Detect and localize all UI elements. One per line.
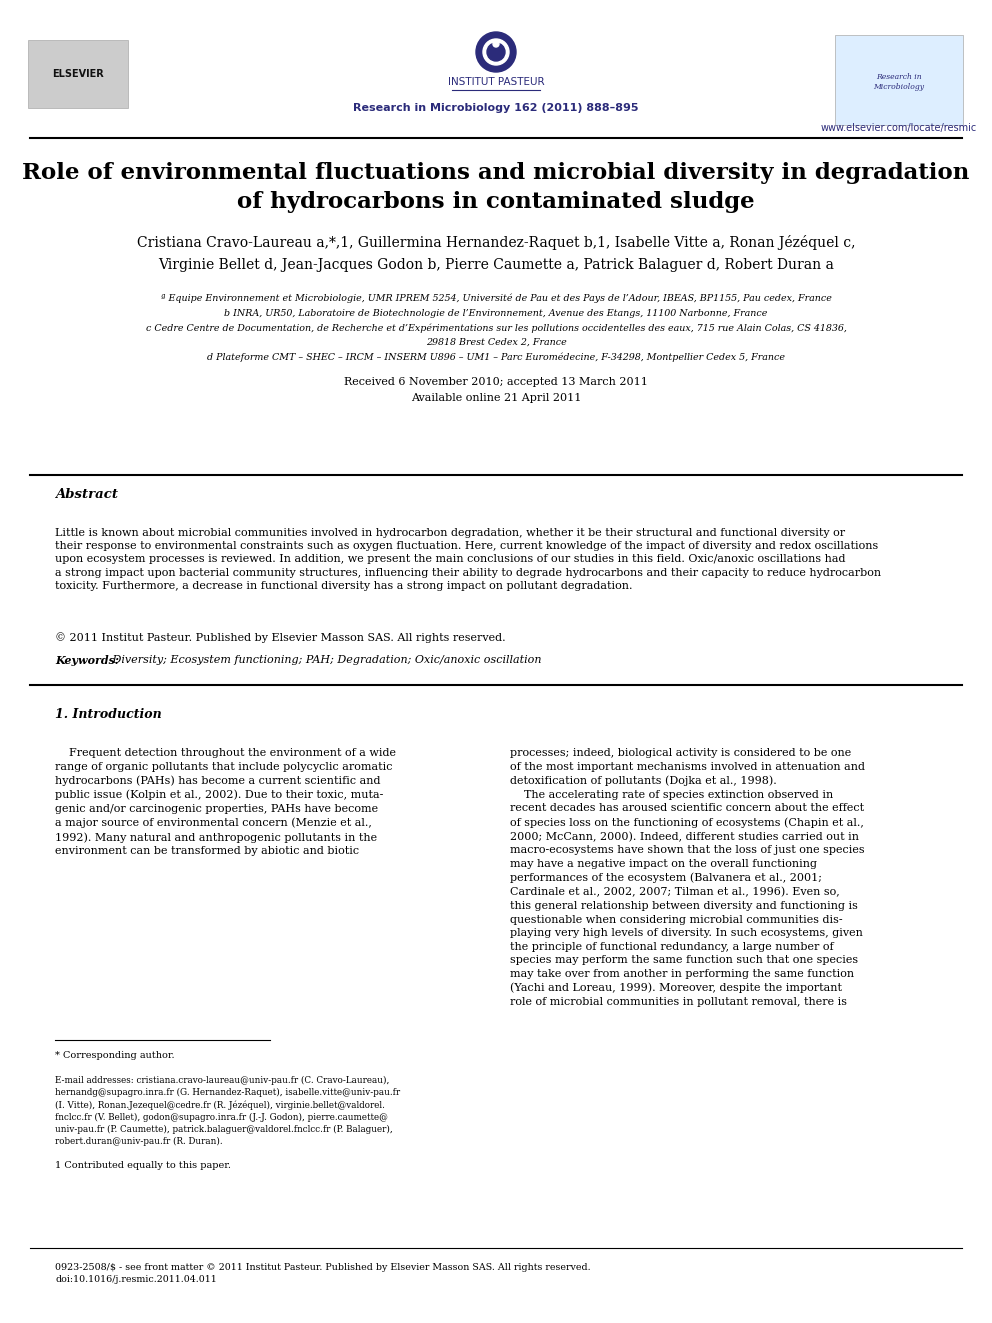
Text: Keywords:: Keywords:: [55, 655, 119, 665]
Text: 29818 Brest Cedex 2, France: 29818 Brest Cedex 2, France: [426, 337, 566, 347]
Text: Research in
Microbiology: Research in Microbiology: [874, 73, 925, 90]
Text: 1 Contributed equally to this paper.: 1 Contributed equally to this paper.: [55, 1160, 231, 1170]
Text: 0923-2508/$ - see front matter © 2011 Institut Pasteur. Published by Elsevier Ma: 0923-2508/$ - see front matter © 2011 In…: [55, 1263, 590, 1285]
Text: ª Equipe Environnement et Microbiologie, UMR IPREM 5254, Université de Pau et de: ª Equipe Environnement et Microbiologie,…: [161, 294, 831, 303]
Text: processes; indeed, biological activity is considered to be one
of the most impor: processes; indeed, biological activity i…: [510, 747, 865, 1007]
Text: Received 6 November 2010; accepted 13 March 2011: Received 6 November 2010; accepted 13 Ma…: [344, 377, 648, 388]
Circle shape: [476, 32, 516, 71]
Text: Role of environmental fluctuations and microbial diversity in degradation: Role of environmental fluctuations and m…: [22, 161, 970, 184]
Text: Frequent detection throughout the environment of a wide
range of organic polluta: Frequent detection throughout the enviro…: [55, 747, 396, 856]
Text: E-mail addresses: cristiana.cravo-laureau@univ-pau.fr (C. Cravo-Laureau),
hernan: E-mail addresses: cristiana.cravo-laurea…: [55, 1076, 400, 1146]
Circle shape: [483, 38, 509, 65]
Text: Available online 21 April 2011: Available online 21 April 2011: [411, 393, 581, 404]
Text: INSTITUT PASTEUR: INSTITUT PASTEUR: [447, 77, 545, 87]
Text: www.elsevier.com/locate/resmic: www.elsevier.com/locate/resmic: [820, 123, 977, 134]
Text: of hydrocarbons in contaminated sludge: of hydrocarbons in contaminated sludge: [237, 191, 755, 213]
FancyBboxPatch shape: [28, 40, 128, 108]
Circle shape: [487, 44, 505, 61]
Text: 1. Introduction: 1. Introduction: [55, 709, 162, 721]
Text: © 2011 Institut Pasteur. Published by Elsevier Masson SAS. All rights reserved.: © 2011 Institut Pasteur. Published by El…: [55, 632, 506, 643]
Text: Research in Microbiology 162 (2011) 888–895: Research in Microbiology 162 (2011) 888–…: [353, 103, 639, 112]
Text: Virginie Bellet d, Jean-Jacques Godon b, Pierre Caumette a, Patrick Balaguer d, : Virginie Bellet d, Jean-Jacques Godon b,…: [158, 258, 834, 273]
FancyBboxPatch shape: [835, 34, 963, 124]
Text: d Plateforme CMT – SHEC – IRCM – INSERM U896 – UM1 – Parc Euromédecine, F-34298,: d Plateforme CMT – SHEC – IRCM – INSERM …: [207, 352, 785, 361]
Text: Little is known about microbial communities involved in hydrocarbon degradation,: Little is known about microbial communit…: [55, 528, 881, 591]
Text: Cristiana Cravo-Laureau a,*,1, Guillermina Hernandez-Raquet b,1, Isabelle Vitte : Cristiana Cravo-Laureau a,*,1, Guillermi…: [137, 235, 855, 250]
Text: Diversity; Ecosystem functioning; PAH; Degradation; Oxic/anoxic oscillation: Diversity; Ecosystem functioning; PAH; D…: [109, 655, 542, 665]
Text: ELSEVIER: ELSEVIER: [53, 69, 104, 79]
Text: b INRA, UR50, Laboratoire de Biotechnologie de l’Environnement, Avenue des Etang: b INRA, UR50, Laboratoire de Biotechnolo…: [224, 308, 768, 318]
Text: Abstract: Abstract: [55, 488, 118, 501]
Circle shape: [493, 41, 499, 48]
Text: c Cedre Centre de Documentation, de Recherche et d’Expérimentations sur les poll: c Cedre Centre de Documentation, de Rech…: [146, 323, 846, 333]
Text: * Corresponding author.: * Corresponding author.: [55, 1050, 175, 1060]
